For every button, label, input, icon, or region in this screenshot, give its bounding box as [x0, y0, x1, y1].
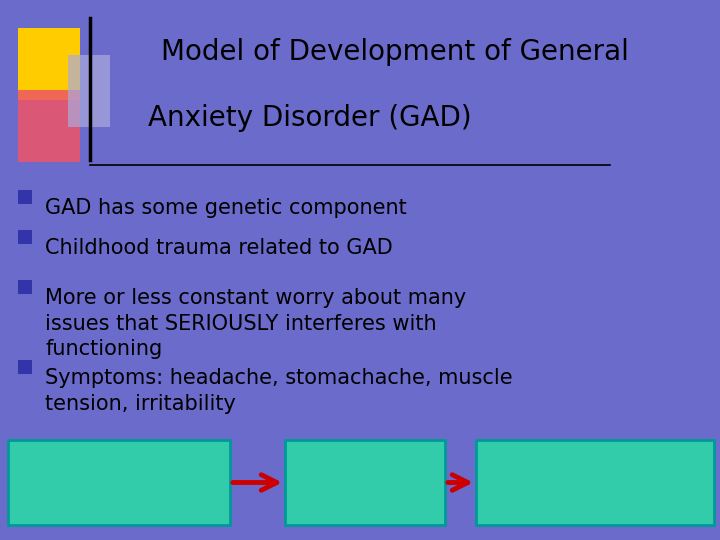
FancyBboxPatch shape [18, 90, 80, 162]
Text: GAD has some genetic component: GAD has some genetic component [45, 198, 407, 218]
Text: Anxiety Disorder (GAD): Anxiety Disorder (GAD) [148, 104, 472, 132]
Text: GAD following life
change or major event: GAD following life change or major event [489, 462, 701, 503]
FancyBboxPatch shape [18, 360, 32, 374]
FancyBboxPatch shape [476, 440, 714, 525]
Text: Childhood trauma related to GAD: Childhood trauma related to GAD [45, 238, 392, 258]
Text: More or less constant worry about many
issues that SERIOUSLY interferes with
fun: More or less constant worry about many i… [45, 288, 467, 359]
Text: Symptoms: headache, stomachache, muscle
tension, irritability: Symptoms: headache, stomachache, muscle … [45, 368, 513, 414]
Text: Model of Development of General: Model of Development of General [161, 38, 629, 66]
FancyBboxPatch shape [8, 440, 230, 525]
FancyBboxPatch shape [285, 440, 445, 525]
FancyBboxPatch shape [18, 280, 32, 294]
Text: Hypervigilance: Hypervigilance [295, 474, 435, 491]
FancyBboxPatch shape [18, 230, 32, 244]
Text: Genetic predisposition
or childhood trauma: Genetic predisposition or childhood trau… [13, 462, 225, 503]
FancyBboxPatch shape [18, 28, 80, 100]
FancyBboxPatch shape [18, 190, 32, 204]
FancyBboxPatch shape [68, 55, 110, 127]
